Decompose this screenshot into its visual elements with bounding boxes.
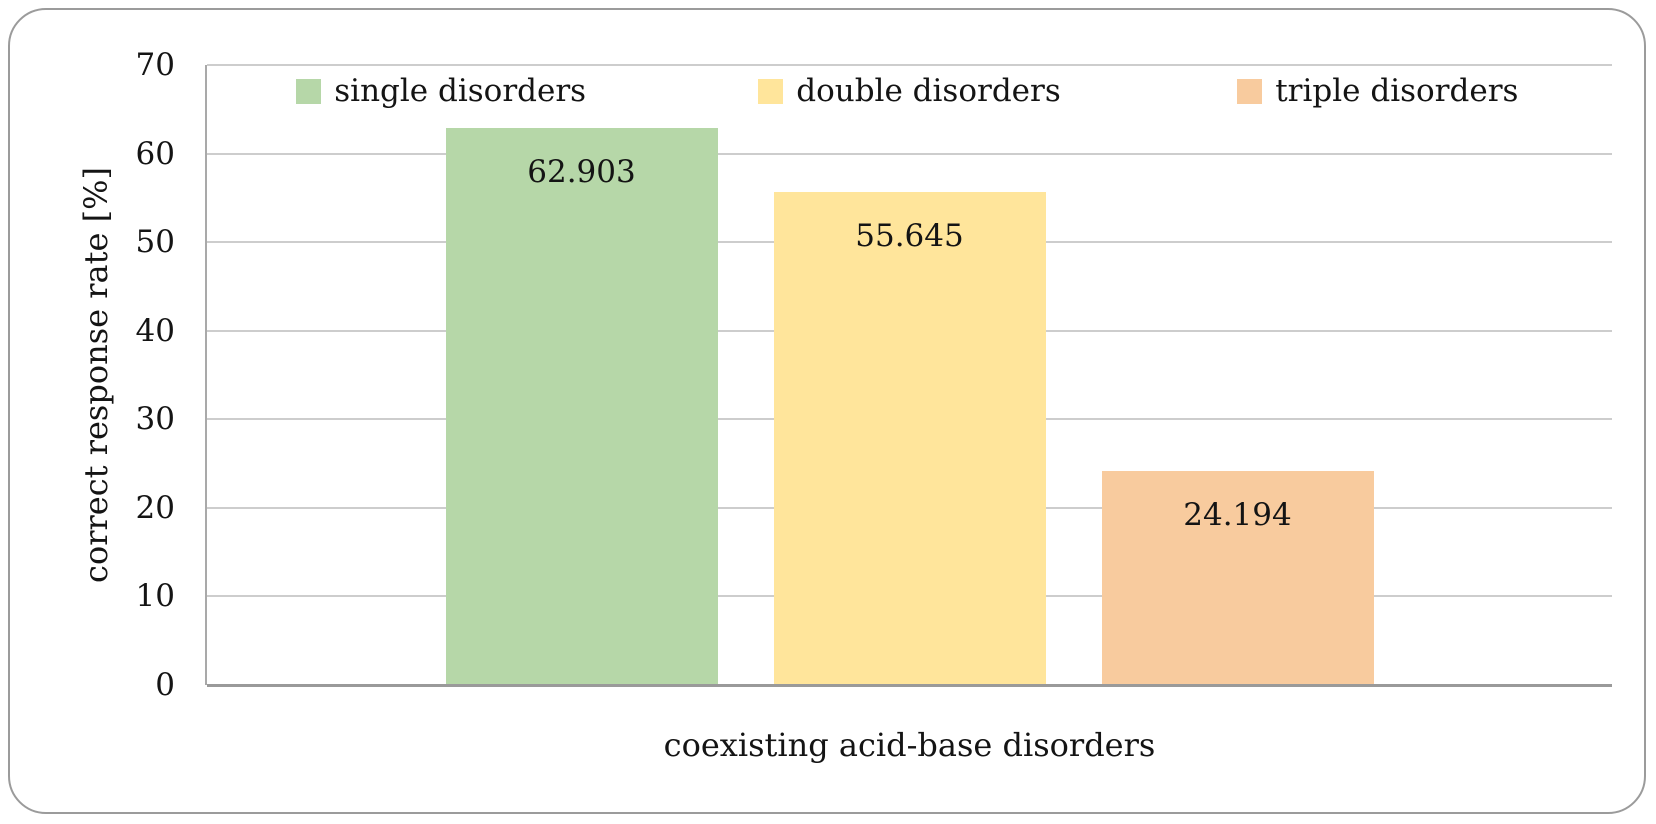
gridline-y-70 xyxy=(207,64,1612,66)
legend-item-single-disorders: single disorders xyxy=(207,67,675,115)
y-tick-label-70: 70 xyxy=(135,47,175,83)
y-tick-label-50: 50 xyxy=(135,224,175,261)
bar-single-disorders xyxy=(445,127,718,685)
legend-label: double disorders xyxy=(796,73,1061,109)
legend-item-double-disorders: double disorders xyxy=(675,67,1143,115)
bar-triple-disorders xyxy=(1101,470,1374,685)
legend: single disorders double disorders triple d… xyxy=(207,67,1612,115)
data-label-single-disorders: 62.903 xyxy=(527,153,636,190)
legend-swatch-icon xyxy=(1237,78,1263,104)
y-tick-label-20: 20 xyxy=(135,489,175,526)
legend-item-triple-disorders: triple disorders xyxy=(1144,67,1612,115)
gridline-y-60 xyxy=(207,152,1612,155)
x-axis-title: coexisting acid-base disorders xyxy=(663,726,1156,764)
data-label-double-disorders: 55.645 xyxy=(855,218,964,255)
y-tick-label-60: 60 xyxy=(135,135,175,172)
legend-swatch-icon xyxy=(758,78,784,104)
y-tick-label-40: 40 xyxy=(135,312,175,349)
legend-label: single disorders xyxy=(334,73,587,109)
y-tick-label-0: 0 xyxy=(155,667,175,703)
y-tick-label-30: 30 xyxy=(135,401,175,438)
legend-swatch-icon xyxy=(296,78,322,104)
y-tick-label-10: 10 xyxy=(135,578,175,615)
figure-frame: correct response rate [%] 62.903 55.645 24… xyxy=(8,8,1646,814)
plot-area: 62.903 55.645 24.194 xyxy=(205,64,1612,687)
legend-label: triple disorders xyxy=(1275,73,1519,109)
bar-double-disorders xyxy=(773,192,1046,685)
data-label-triple-disorders: 24.194 xyxy=(1183,496,1292,533)
y-axis-line xyxy=(205,65,207,685)
x-axis-line xyxy=(207,684,1612,687)
